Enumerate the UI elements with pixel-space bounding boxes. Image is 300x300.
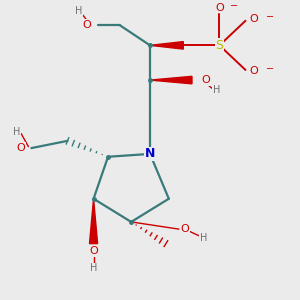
Text: O: O <box>82 20 91 30</box>
Text: H: H <box>13 127 20 137</box>
Text: H: H <box>200 233 207 243</box>
Polygon shape <box>150 42 183 49</box>
Text: H: H <box>75 6 83 16</box>
Text: O: O <box>17 143 26 153</box>
Text: S: S <box>215 39 223 52</box>
Text: O: O <box>215 3 224 13</box>
Text: O: O <box>202 75 210 85</box>
Text: H: H <box>213 85 220 95</box>
Text: H: H <box>90 263 97 273</box>
Polygon shape <box>89 199 98 244</box>
Text: N: N <box>145 147 155 161</box>
Text: O: O <box>250 66 259 76</box>
Text: −: − <box>266 64 274 74</box>
Text: O: O <box>180 224 189 234</box>
Polygon shape <box>150 76 192 84</box>
Text: −: − <box>266 12 274 22</box>
Text: −: − <box>230 1 238 11</box>
Text: O: O <box>89 246 98 256</box>
Text: O: O <box>250 14 259 24</box>
